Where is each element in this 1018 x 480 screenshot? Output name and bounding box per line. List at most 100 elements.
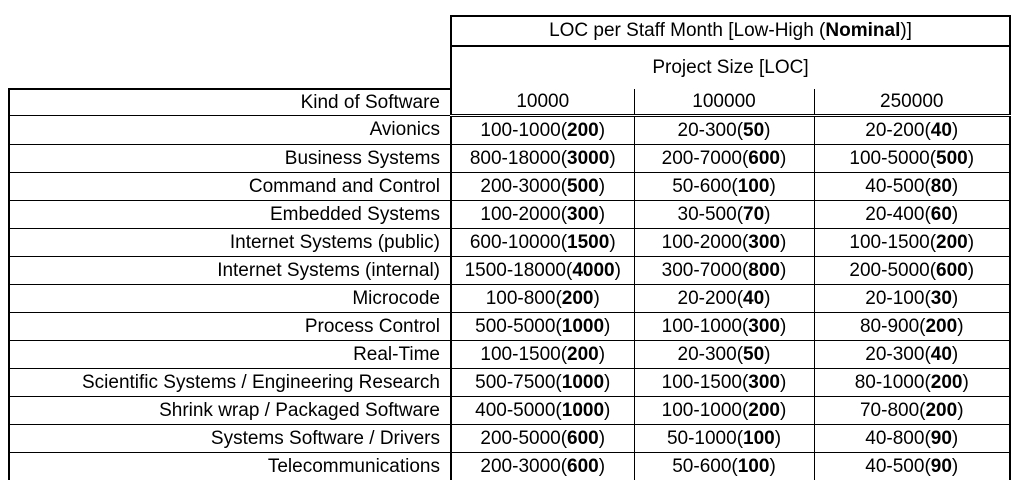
loc-range-value: 40-500 <box>865 455 925 477</box>
row-label: Scientific Systems / Engineering Researc… <box>8 368 452 397</box>
loc-range-cell: 100-1000(300) <box>633 312 815 341</box>
loc-range-cell: 300-7000(800) <box>633 256 815 285</box>
column-header-row: Kind of Software 10000 100000 250000 <box>8 88 1012 117</box>
loc-range-cell: 100-1500(200) <box>450 340 635 369</box>
loc-range-value: 1500-18000 <box>464 259 566 281</box>
loc-range-cell: 20-100(30) <box>813 284 1012 313</box>
table-row: Internet Systems (public) 600-10000(1500)… <box>8 228 1012 257</box>
loc-range-cell: 800-18000(3000) <box>450 144 635 173</box>
loc-range-cell: 40-800(90) <box>813 424 1012 453</box>
loc-nominal-value: 90 <box>930 427 952 449</box>
loc-range-value: 100-1500 <box>480 343 561 365</box>
loc-range-value: 50-600 <box>672 175 732 197</box>
loc-range-value: 20-200 <box>677 287 737 309</box>
row-label: Systems Software / Drivers <box>8 424 452 453</box>
loc-nominal-value: 300 <box>567 203 599 225</box>
loc-range-value: 100-800 <box>485 287 556 309</box>
table-title-bold: Nominal <box>825 20 901 41</box>
loc-range-value: 500-5000 <box>475 315 556 337</box>
loc-range-value: 100-1000 <box>480 119 561 141</box>
loc-nominal-value: 40 <box>743 287 765 309</box>
loc-nominal-value: 300 <box>748 315 780 337</box>
size-column-header-100000: 100000 <box>633 89 815 117</box>
row-label: Command and Control <box>8 172 452 201</box>
loc-nominal-value: 100 <box>737 455 770 477</box>
loc-nominal-value: 1000 <box>561 371 605 393</box>
loc-range-value: 50-600 <box>672 455 732 477</box>
table-row: Shrink wrap / Packaged Software 400-5000(… <box>8 396 1012 425</box>
table-body: Avionics 100-1000(200) 20-300(50) 20-200(40… <box>8 115 1012 480</box>
loc-nominal-value: 1500 <box>567 231 610 253</box>
empty-corner-area <box>9 46 451 89</box>
loc-range-value: 80-900 <box>859 315 920 337</box>
table-title: LOC per Staff Month [Low-High (Nominal)] <box>449 15 1012 47</box>
loc-range-cell: 100-1000(200) <box>450 115 635 145</box>
loc-range-value: 20-300 <box>677 119 737 141</box>
row-label: Process Control <box>8 312 452 341</box>
loc-range-cell: 200-7000(600) <box>633 144 815 173</box>
loc-range-value: 20-300 <box>677 343 737 365</box>
table-row: Embedded Systems 100-2000(300) 30-500(70) 2… <box>8 200 1012 229</box>
loc-range-cell: 100-800(200) <box>450 284 635 313</box>
loc-range-value: 20-400 <box>865 203 925 225</box>
loc-range-cell: 80-1000(200) <box>813 368 1012 397</box>
loc-per-staff-month-table: LOC per Staff Month [Low-High (Nominal)]… <box>8 15 1012 480</box>
kind-of-software-header: Kind of Software <box>8 88 452 116</box>
loc-nominal-value: 4000 <box>572 259 615 281</box>
loc-range-cell: 100-2000(300) <box>450 200 635 229</box>
size-column-header-250000: 250000 <box>813 89 1012 117</box>
loc-range-value: 20-300 <box>865 343 925 365</box>
loc-range-cell: 20-300(50) <box>633 340 815 369</box>
loc-range-value: 800-18000 <box>469 147 561 169</box>
loc-range-value: 40-800 <box>865 427 925 449</box>
row-label: Avionics <box>8 115 452 145</box>
loc-range-value: 400-5000 <box>475 399 556 421</box>
table-row: Command and Control 200-3000(500) 50-600(1… <box>8 172 1012 201</box>
row-label: Business Systems <box>8 144 452 173</box>
loc-nominal-value: 70 <box>743 203 765 225</box>
loc-range-value: 20-100 <box>865 287 925 309</box>
loc-range-cell: 200-3000(500) <box>450 172 635 201</box>
table-row: Systems Software / Drivers 200-5000(600) 5… <box>8 424 1012 453</box>
loc-nominal-value: 200 <box>748 399 780 421</box>
table-row: Process Control 500-5000(1000) 100-1000(30… <box>8 312 1012 341</box>
loc-range-value: 30-500 <box>677 203 737 225</box>
loc-range-value: 100-2000 <box>661 231 742 253</box>
table-title-suffix: )] <box>900 20 912 41</box>
row-label: Internet Systems (public) <box>8 228 452 257</box>
loc-range-value: 100-2000 <box>480 203 561 225</box>
loc-range-cell: 50-600(100) <box>633 452 815 480</box>
loc-range-cell: 100-5000(500) <box>813 144 1012 173</box>
loc-range-cell: 100-1500(300) <box>633 368 815 397</box>
table-row: Business Systems 800-18000(3000) 200-7000(… <box>8 144 1012 173</box>
loc-nominal-value: 1000 <box>561 315 605 337</box>
loc-nominal-value: 80 <box>930 175 952 197</box>
loc-range-cell: 200-3000(600) <box>450 452 635 480</box>
loc-range-cell: 40-500(80) <box>813 172 1012 201</box>
empty-corner-area <box>9 16 451 46</box>
loc-nominal-value: 40 <box>930 343 952 365</box>
loc-range-cell: 100-2000(300) <box>633 228 815 257</box>
loc-range-value: 100-1500 <box>849 231 930 253</box>
loc-nominal-value: 600 <box>936 259 968 281</box>
loc-nominal-value: 200 <box>567 119 599 141</box>
table-title-row: LOC per Staff Month [Low-High (Nominal)] <box>9 15 1012 47</box>
loc-nominal-value: 3000 <box>567 147 610 169</box>
loc-range-cell: 100-1500(200) <box>813 228 1012 257</box>
row-label: Microcode <box>8 284 452 313</box>
loc-nominal-value: 100 <box>737 175 770 197</box>
loc-range-cell: 200-5000(600) <box>813 256 1012 285</box>
size-column-header-10000: 10000 <box>450 89 635 117</box>
loc-range-value: 300-7000 <box>661 259 742 281</box>
table-row: Internet Systems (internal) 1500-18000(40… <box>8 256 1012 285</box>
loc-range-cell: 600-10000(1500) <box>450 228 635 257</box>
loc-range-value: 200-3000 <box>480 455 561 477</box>
loc-nominal-value: 800 <box>748 259 780 281</box>
loc-range-cell: 400-5000(1000) <box>450 396 635 425</box>
loc-nominal-value: 200 <box>930 371 963 393</box>
loc-range-cell: 500-7500(1000) <box>450 368 635 397</box>
loc-nominal-value: 600 <box>567 427 599 449</box>
table-row: Microcode 100-800(200) 20-200(40) 20-100(30… <box>8 284 1012 313</box>
loc-range-value: 100-1000 <box>661 399 742 421</box>
loc-nominal-value: 50 <box>743 119 765 141</box>
